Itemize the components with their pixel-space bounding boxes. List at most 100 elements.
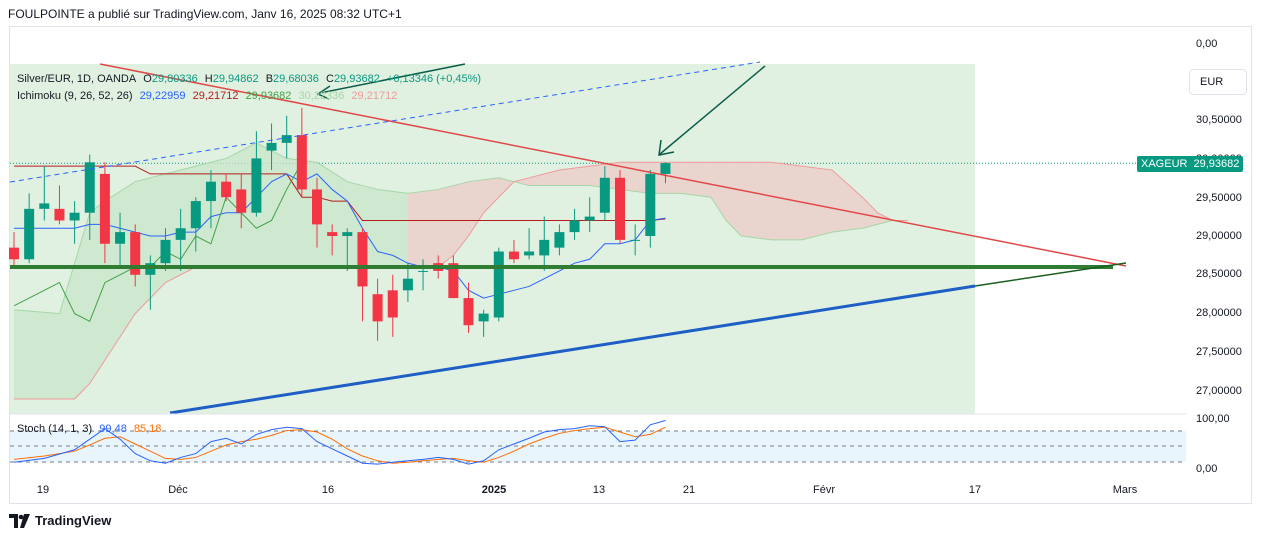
- candle-body: [99, 173, 110, 244]
- time-axis-label: 13: [592, 484, 606, 496]
- price-axis-label: 30,50000: [1196, 114, 1242, 126]
- arrow-head: [658, 139, 675, 156]
- candle-body: [584, 216, 595, 221]
- legend-tenkan-value: 29,22959: [139, 90, 186, 102]
- legend-change: +0,13346 (+0,45%): [386, 73, 482, 85]
- candle-body: [251, 158, 262, 213]
- legend-stoch-d: 85,18: [133, 423, 162, 435]
- ichimoku-cloud-bearish: [407, 162, 908, 268]
- rising-trendline-extension: [974, 262, 1127, 287]
- stoch-axis-label: 100,00: [1196, 413, 1230, 425]
- price-tag-value: 29,93682: [1193, 158, 1240, 170]
- currency-button[interactable]: EUR: [1189, 69, 1247, 95]
- candle-body: [508, 251, 519, 260]
- time-axis-label: 17: [968, 484, 982, 496]
- candle-body: [645, 173, 656, 236]
- candle-body: [175, 228, 186, 240]
- legend-c-label: C: [325, 73, 334, 85]
- stoch-k-line: [13, 419, 666, 465]
- candle-body: [372, 294, 383, 322]
- price-axis-label: 29,00000: [1196, 230, 1242, 242]
- candle-body: [342, 232, 353, 236]
- price-axis-label: 0,00: [1196, 38, 1218, 50]
- candle-body: [327, 232, 338, 236]
- tradingview-logo[interactable]: TradingView: [9, 513, 111, 528]
- arrow-line: [319, 63, 466, 94]
- candle-body: [205, 181, 216, 202]
- time-axis-label: Déc: [168, 484, 188, 496]
- stoch-d-line: [13, 426, 666, 464]
- legend-stoch: Stoch (14, 1, 3) 99,48 85,18: [17, 423, 165, 435]
- last-price-tag: XAGEUR 29,93682: [1137, 156, 1244, 172]
- publisher-line: FOULPOINTE a publié sur TradingView.com,…: [8, 7, 402, 21]
- candle-body: [539, 239, 550, 256]
- dashed-channel-line: [9, 61, 761, 183]
- stoch-axis-label: 0,00: [1196, 463, 1218, 475]
- senkou-span-a: [13, 142, 908, 315]
- candle-body: [312, 189, 322, 225]
- candle-body: [190, 201, 201, 229]
- legend-low: 29,68036: [273, 73, 319, 85]
- candle-body: [402, 278, 413, 291]
- legend-span-b-value: 29,21712: [351, 90, 398, 102]
- legend-price: Silver/EUR, 1D, OANDA O29,80336 H29,9486…: [17, 73, 485, 85]
- legend-stoch-k: 99,48: [99, 423, 127, 435]
- legend-close: 29,93682: [333, 73, 380, 85]
- legend-symbol[interactable]: Silver/EUR, 1D, OANDA: [17, 73, 137, 85]
- time-axis-label: 19: [36, 484, 50, 496]
- candle-body: [493, 251, 504, 318]
- candle-body: [357, 232, 368, 287]
- time-axis-label: Févr: [813, 484, 835, 496]
- candle-body: [9, 247, 19, 260]
- candle-body: [39, 203, 50, 209]
- candle-body: [569, 220, 580, 233]
- candle-body: [660, 163, 671, 174]
- candle-body: [630, 239, 641, 241]
- candle-body: [24, 208, 35, 260]
- resistance-trendline: [99, 63, 1127, 267]
- time-axis-label: Mars: [1112, 484, 1138, 496]
- candle-body: [615, 177, 625, 240]
- legend-h-label: H: [204, 73, 213, 85]
- price-axis-label: 28,00000: [1196, 307, 1242, 319]
- candle-body: [221, 181, 232, 198]
- legend-high: 29,94862: [212, 73, 259, 85]
- senkou-span-b: [14, 161, 908, 400]
- rising-trendline: [169, 284, 976, 415]
- candle-body: [296, 135, 307, 190]
- candle-body: [281, 135, 292, 143]
- candle-body: [84, 162, 95, 213]
- candle-body: [160, 239, 171, 264]
- legend-ichimoku-name[interactable]: Ichimoku (9, 26, 52, 26): [17, 90, 133, 102]
- candle-body: [69, 212, 80, 221]
- candle-body: [236, 189, 247, 213]
- legend-l-label: B: [265, 73, 274, 85]
- candle-body: [448, 263, 459, 299]
- candle-body: [266, 142, 277, 151]
- legend-span-a-value: 30,22336: [298, 90, 345, 102]
- price-tag-symbol: XAGEUR: [1141, 158, 1188, 170]
- candle-body: [418, 270, 429, 272]
- legend-open: 29,80336: [151, 73, 198, 85]
- candle-body: [387, 290, 398, 318]
- legend-stoch-name[interactable]: Stoch (14, 1, 3): [17, 423, 93, 435]
- price-axis-label: 29,50000: [1196, 192, 1242, 204]
- candle-body: [463, 298, 474, 326]
- candle-body: [524, 251, 535, 256]
- price-axis-label: 27,50000: [1196, 346, 1242, 358]
- legend-kijun-value: 29,21712: [192, 90, 239, 102]
- arrow-head: [316, 85, 331, 100]
- price-axis-label: 28,50000: [1196, 268, 1242, 280]
- tradingview-icon: [9, 513, 30, 528]
- legend-chikou-value: 29,93682: [245, 90, 292, 102]
- arrow-line: [659, 65, 766, 155]
- legend-o-label: O: [143, 73, 152, 85]
- candle-body: [478, 313, 489, 322]
- chart-frame[interactable]: [9, 26, 1252, 504]
- tenkan-line: [14, 173, 666, 299]
- candle-body: [599, 177, 610, 213]
- price-axis-label: 27,00000: [1196, 385, 1242, 397]
- time-axis-label: 21: [682, 484, 696, 496]
- candle-body: [130, 232, 141, 275]
